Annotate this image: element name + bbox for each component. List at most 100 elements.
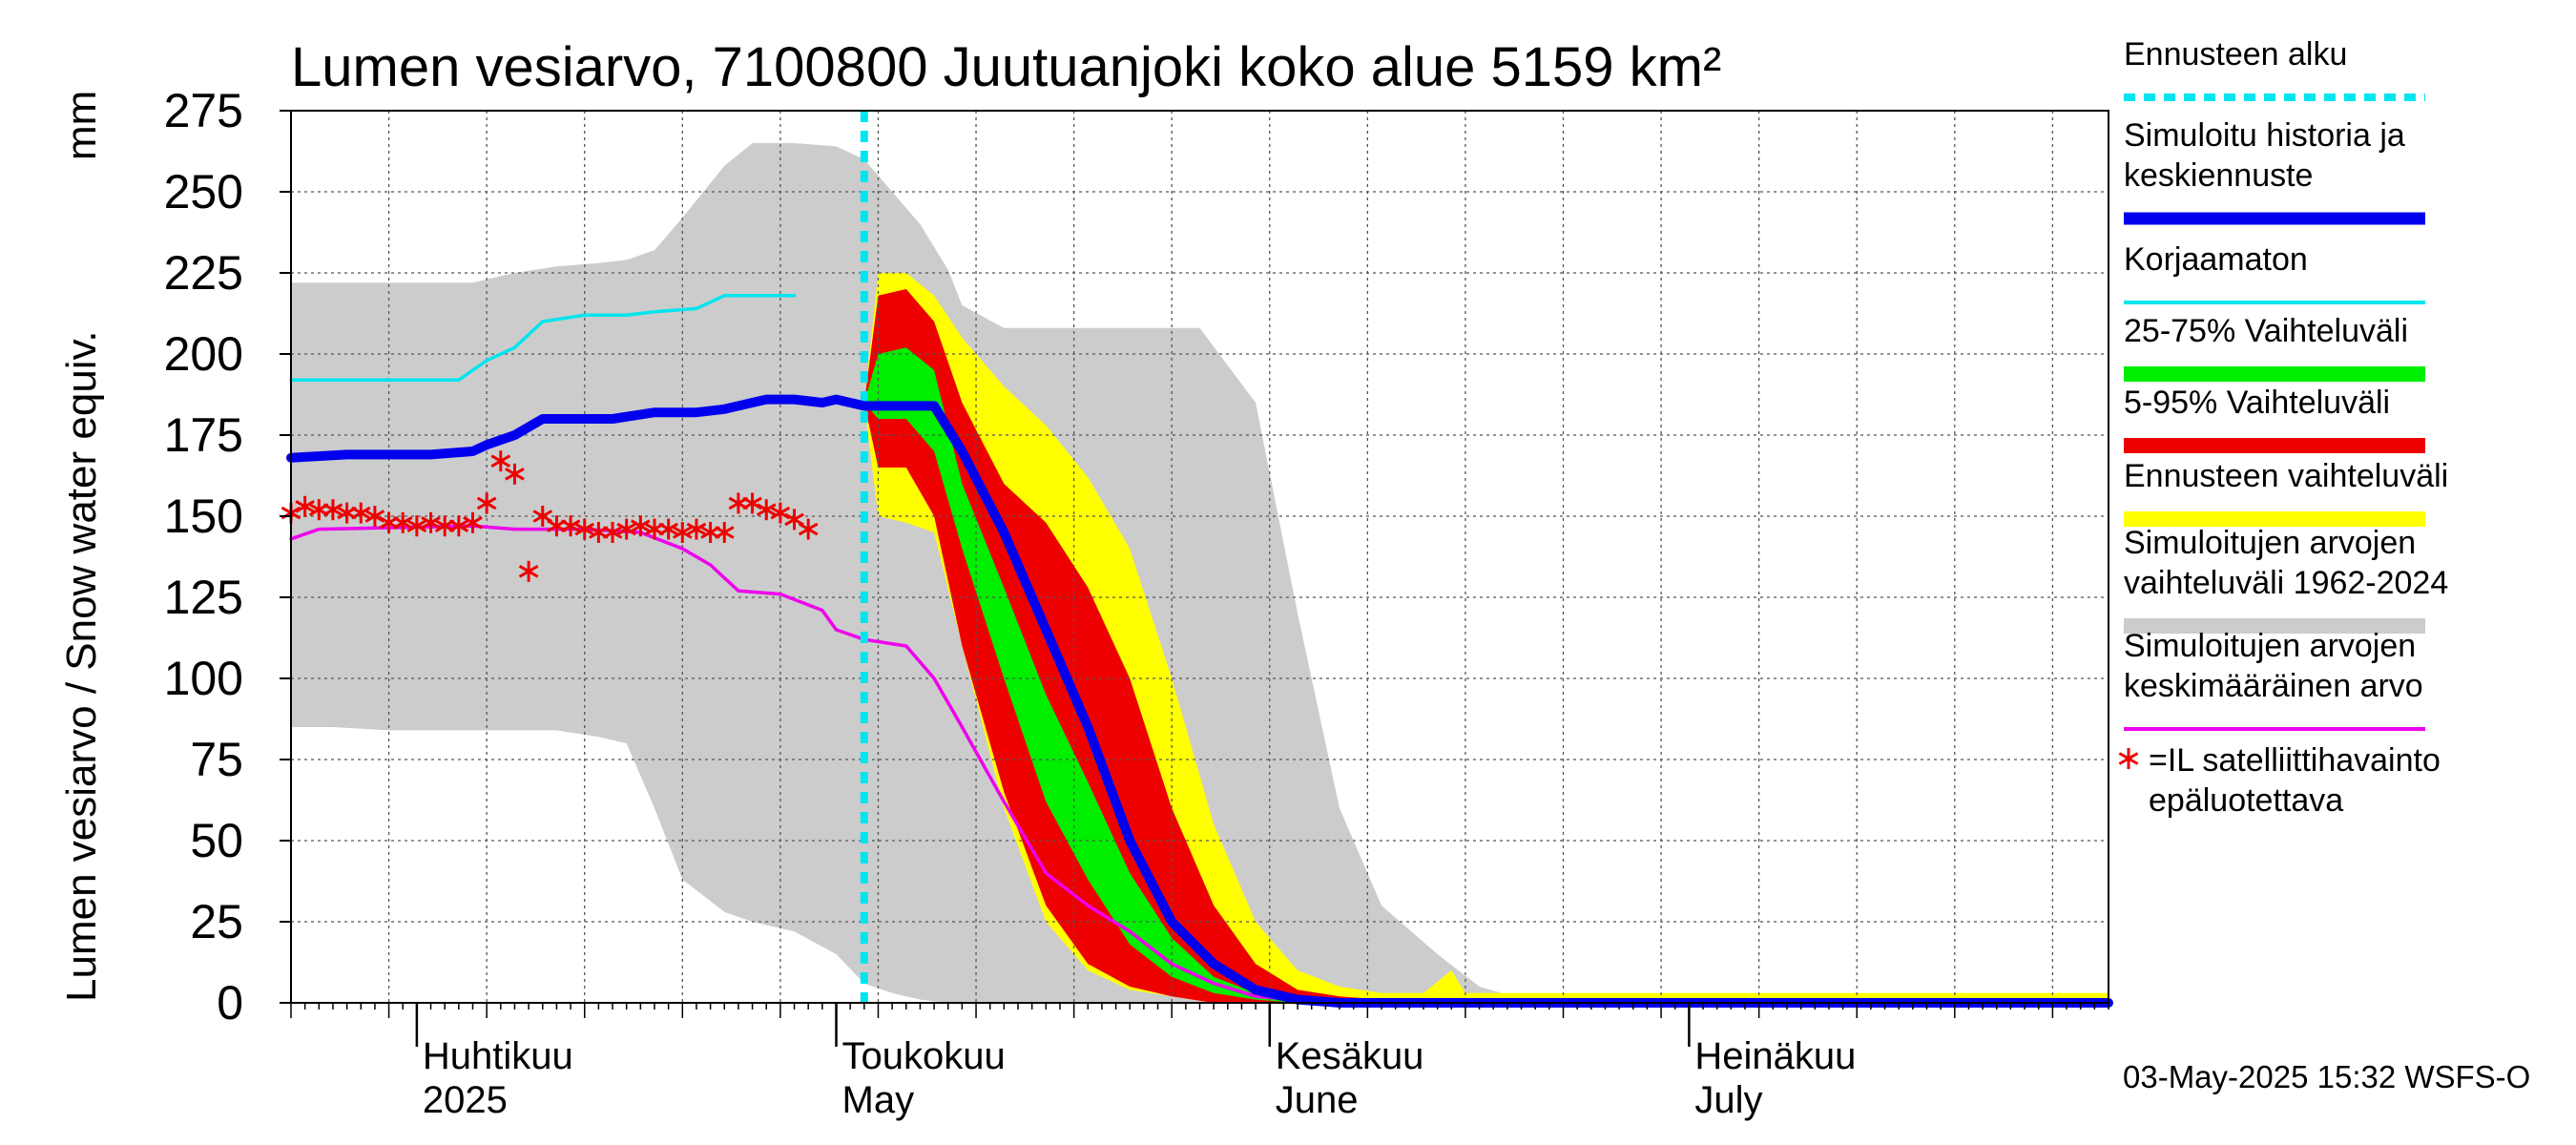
satellite-marker-stroke [350,506,371,520]
satellite-point [490,450,511,472]
satellite-point [714,522,735,543]
legend-label: vaihteluväli 1962-2024 [2124,565,2448,601]
legend-label: Simuloitu historia ja [2124,117,2405,154]
y-tick-label: 250 [164,165,243,219]
satellite-point [560,515,581,537]
legend-label: epäluotettava [2149,782,2343,819]
satellite-marker-stroke [505,467,525,481]
simulated-line [286,394,2113,1008]
legend-satellite-marker [2118,748,2139,769]
satellite-point [505,463,525,485]
satellite-point [406,515,427,537]
x-month-label: Heinäkuu [1694,1035,1856,1077]
legend-label: Korjaamaton [2124,241,2308,278]
historical-range-band [291,143,2109,1003]
chart-title: Lumen vesiarvo, 7100800 Juutuanjoki koko… [291,36,1721,98]
satellite-marker-stroke [295,499,315,513]
satellite-point [295,495,315,517]
satellite-marker-stroke [406,519,427,533]
satellite-markers [280,450,819,582]
satellite-point [532,506,553,527]
satellite-point [448,515,469,537]
satellite-marker-stroke [490,454,511,468]
satellite-marker-stroke [686,522,707,536]
y-tick-label: 25 [190,895,243,948]
satellite-marker-stroke [742,496,762,510]
satellite-marker-stroke [631,519,651,533]
satellite-point [756,499,777,521]
satellite-point [686,518,707,540]
y-tick-label: 50 [190,814,243,867]
y-axis-label: Lumen vesiarvo / Snow water equiv. [58,330,105,1002]
satellite-marker-stroke [463,515,483,530]
satellite-marker-stroke [602,526,623,539]
satellite-marker-stroke [2118,752,2139,765]
y-tick-label: 225 [164,246,243,300]
y-tick-label: 175 [164,408,243,462]
satellite-marker-stroke [616,522,637,536]
satellite-marker-stroke [714,526,735,539]
satellite-marker-stroke [518,564,539,578]
band-5-95-area [863,289,2109,1003]
uncorrected-line [289,294,797,382]
satellite-marker-stroke [784,512,804,527]
satellite-point [672,522,693,543]
legend-label: Ennusteen alku [2124,36,2347,73]
satellite-marker-stroke [364,510,385,523]
satellite-point [784,509,804,531]
satellite-marker-stroke [392,515,413,530]
x-month-sublabel: June [1276,1079,1359,1121]
timestamp: 03-May-2025 15:32 WSFS-O [2123,1059,2530,1094]
legend-label: Simuloitujen arvojen [2124,628,2416,664]
satellite-point [631,515,651,537]
satellite-marker-stroke [658,522,678,536]
hist-range-area [291,143,2109,1003]
satellite-point [463,511,483,533]
satellite-point [518,560,539,582]
y-axis-ticks: 0 25 50 75 100 125 150 175 200 225 250 275 [164,84,291,1030]
y-axis-unit: mm [58,91,105,160]
satellite-point [616,518,637,540]
legend: Ennusteen alku Simuloitu historia ja keski… [2118,36,2448,819]
x-month-sublabel: July [1694,1079,1762,1121]
legend-label: =IL satelliittihavainto [2149,742,2441,779]
satellite-marker-stroke [672,526,693,539]
satellite-point [322,499,343,521]
y-tick-label: 200 [164,327,243,381]
grid [291,111,2109,1003]
y-tick-label: 0 [217,976,243,1030]
x-month-label: Kesäkuu [1276,1035,1424,1077]
satellite-marker-stroke [770,506,791,520]
band-5-95 [863,289,2109,1003]
plot-area [280,110,2113,1008]
legend-label: 5-95% Vaihteluväli [2124,385,2390,421]
x-month-sublabel: 2025 [423,1079,508,1121]
y-tick-label: 150 [164,489,243,543]
satellite-marker-stroke [532,510,553,523]
satellite-marker-stroke [476,496,497,510]
legend-label: Simuloitujen arvojen [2124,525,2416,561]
y-tick-label: 275 [164,84,243,137]
satellite-point [798,518,819,540]
satellite-point [421,511,441,533]
y-tick-label: 125 [164,571,243,624]
y-tick-label: 100 [164,652,243,705]
x-month-sublabel: May [842,1079,915,1121]
satellite-marker-stroke [421,515,441,530]
satellite-marker-stroke [448,519,469,533]
x-month-label: Huhtikuu [423,1035,573,1077]
legend-label: Ennusteen vaihteluväli [2124,458,2448,494]
satellite-marker-stroke [322,503,343,517]
satellite-point [350,502,371,524]
satellite-marker-stroke [574,522,595,536]
satellite-point [476,492,497,514]
legend-label: 25-75% Vaihteluväli [2124,313,2408,349]
satellite-point [574,518,595,540]
satellite-marker-stroke [560,519,581,533]
satellite-point [392,511,413,533]
satellite-point [658,518,678,540]
legend-label: keskimääräinen arvo [2124,668,2423,704]
x-month-label: Toukokuu [842,1035,1006,1077]
